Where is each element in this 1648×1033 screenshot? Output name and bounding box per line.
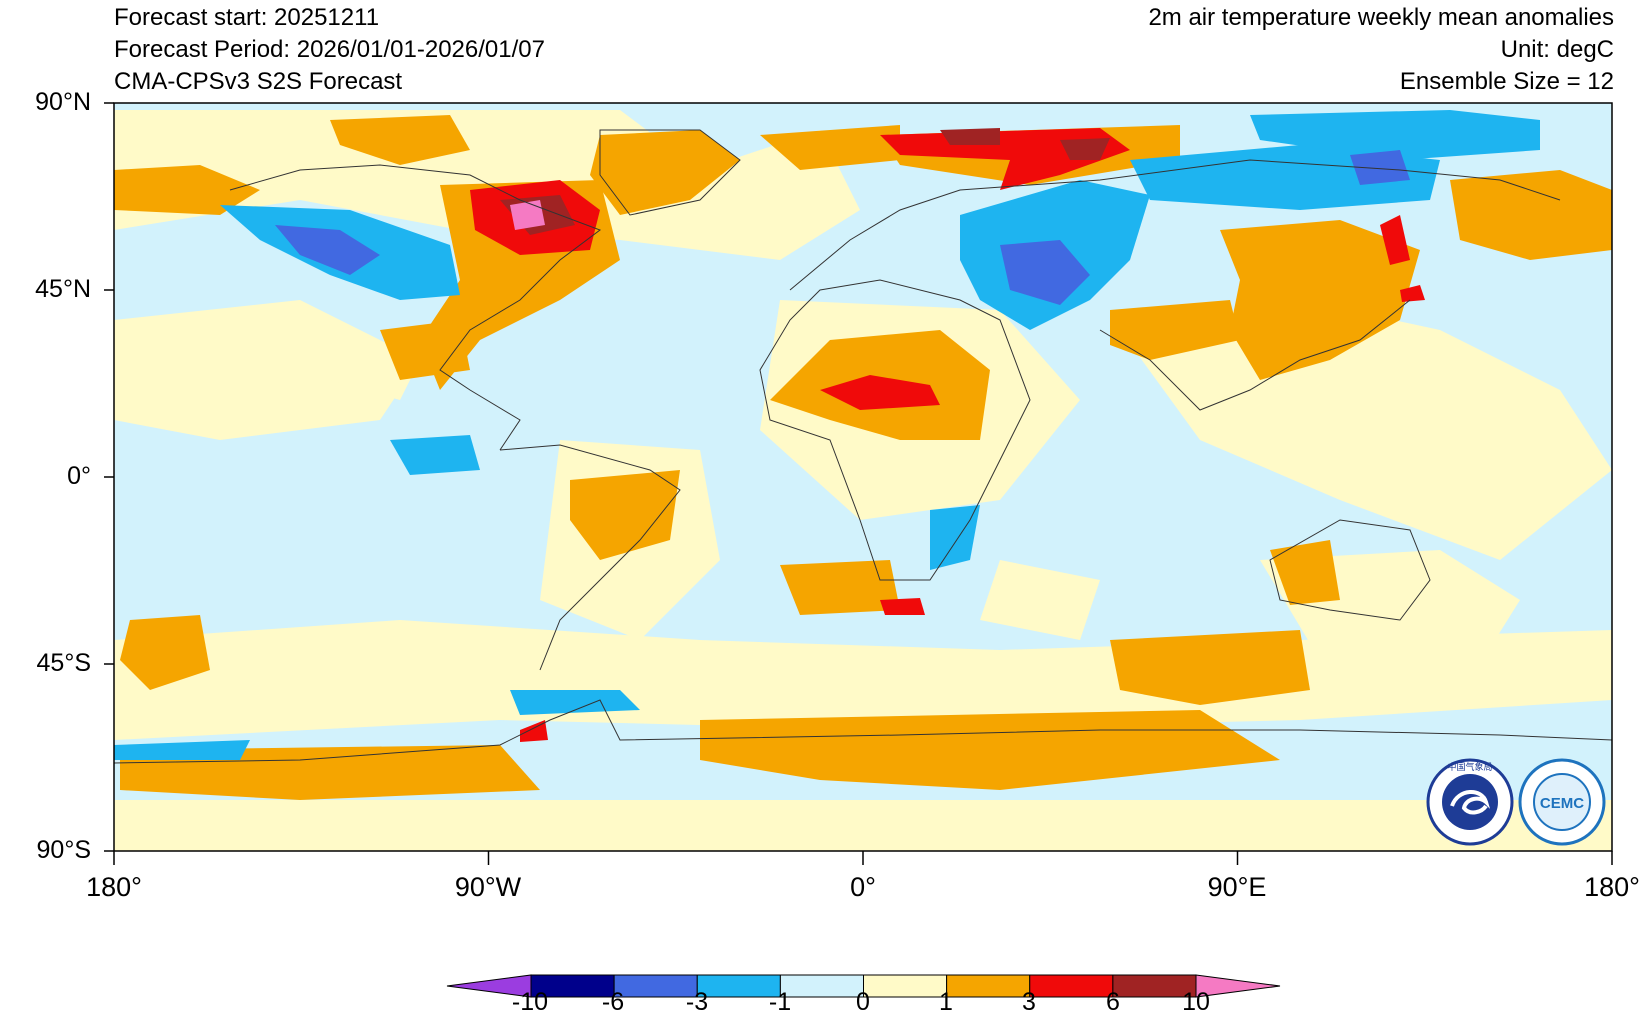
lat-label-0: 0°: [67, 462, 91, 490]
forecast-period: Forecast Period: 2026/01/01-2026/01/07: [114, 36, 545, 63]
colorbar-label: 10: [1182, 988, 1210, 1016]
colorbar-segment: [946, 974, 1031, 998]
cma-logo: 中国气象局: [1426, 758, 1514, 846]
colorbar-label: -3: [685, 988, 709, 1016]
colorbar-right-arrow: [1195, 974, 1281, 998]
colorbar-label: 1: [939, 988, 953, 1016]
axis-ticks: [104, 102, 1613, 865]
coastlines: [114, 129, 1612, 764]
lat-label-90n: 90°N: [35, 88, 91, 116]
lat-label-90s: 90°S: [36, 836, 91, 864]
colorbar-label: -10: [511, 988, 549, 1016]
cemc-logo: CEMC: [1518, 758, 1606, 846]
colorbar-segment: [863, 974, 948, 998]
colorbar-label: -1: [768, 988, 792, 1016]
anomaly-neg3-neg6-regions: [275, 150, 1410, 305]
colorbar-segment: [613, 974, 698, 998]
lat-label-45s: 45°S: [36, 649, 91, 677]
colorbar-segment: [1029, 974, 1114, 998]
forecast-start: Forecast start: 20251211: [114, 4, 380, 31]
colorbar-segment: [779, 974, 864, 998]
colorbar-label: 3: [1022, 988, 1036, 1016]
colorbar: [446, 974, 1281, 998]
anomaly-gt10-regions: [510, 200, 545, 230]
lon-label-0: 0°: [850, 872, 876, 902]
lon-label-180w: 180°: [86, 872, 142, 902]
lon-label-90w: 90°W: [454, 872, 522, 902]
cma-logo-text: 中国气象局: [1447, 761, 1492, 773]
map-field: [114, 103, 1612, 851]
lon-label-180e: 180°: [1584, 872, 1640, 902]
colorbar-label: -6: [601, 988, 625, 1016]
map-title: 2m air temperature weekly mean anomalies: [1148, 4, 1614, 31]
ensemble-size: Ensemble Size = 12: [1399, 68, 1614, 95]
lon-label-90e: 90°E: [1207, 872, 1267, 902]
colorbar-label: 6: [1106, 988, 1120, 1016]
unit-label: Unit: degC: [1500, 36, 1614, 63]
lat-label-45n: 45°N: [35, 275, 91, 303]
colorbar-label: 0: [856, 988, 870, 1016]
cemc-logo-text: CEMC: [1540, 795, 1584, 812]
model-name: CMA-CPSv3 S2S Forecast: [114, 68, 403, 95]
